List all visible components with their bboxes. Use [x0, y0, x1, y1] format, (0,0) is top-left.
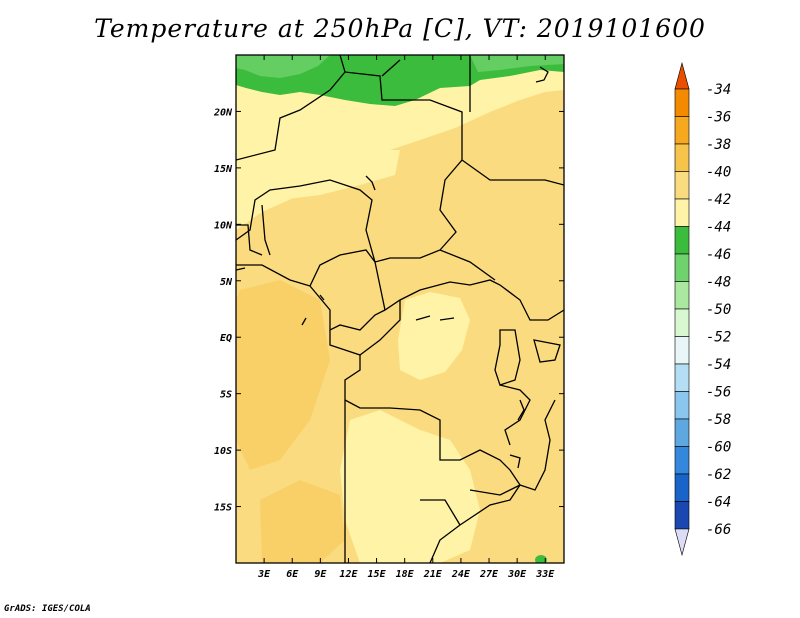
colorbar-swatch [674, 336, 690, 365]
y-tick-label: 15N [214, 164, 233, 175]
colorbar-label: -52 [706, 330, 731, 346]
colorbar-swatch [674, 363, 690, 392]
colorbar-label: -46 [706, 247, 731, 263]
field-light-patch-congo [398, 292, 470, 380]
colorbar-swatch [674, 88, 690, 117]
x-tick-label: 18E [396, 569, 415, 580]
colorbar-label: -64 [706, 495, 731, 511]
y-tick-label: EQ [220, 333, 232, 344]
colorbar-swatch [674, 171, 690, 200]
colorbar-label: -34 [706, 82, 731, 98]
colorbar-swatch [674, 253, 690, 282]
colorbar-label: -66 [706, 522, 731, 538]
colorbar-swatch [674, 391, 690, 420]
colorbar-label: -40 [706, 165, 731, 181]
field-light-patch-sahel [236, 150, 400, 212]
x-tick-label: 21E [423, 569, 443, 580]
field-warm-patch-southwest [260, 480, 345, 563]
y-tick-label: 10N [214, 220, 233, 231]
colorbar-label: -50 [706, 302, 731, 318]
colorbar-swatch [674, 116, 690, 145]
colorbar-label: -38 [706, 137, 731, 153]
field-warm-patch-west [236, 280, 330, 470]
colorbar-swatch [674, 281, 690, 310]
x-tick-label: 3E [257, 569, 271, 580]
field-cold-patch-north [236, 55, 330, 78]
colorbar-swatch [674, 226, 690, 255]
colorbar-label: -44 [706, 220, 731, 236]
x-tick-label: 6E [286, 569, 299, 580]
country-borders [236, 55, 564, 563]
y-tick-marks [236, 110, 564, 508]
y-axis-labels: 20N 15N 10N 5N EQ 5S 10S 15S [213, 107, 233, 513]
field-light-patch-south [340, 410, 480, 563]
colorbar-label: -36 [706, 110, 731, 126]
colorbar-label: -58 [706, 412, 731, 428]
colorbar-label: -54 [706, 357, 731, 373]
colorbar-swatch [674, 501, 690, 530]
y-tick-label: 5S [220, 390, 232, 401]
y-tick-label: 20N [213, 107, 233, 118]
field-cold-spot-southeast [535, 555, 547, 563]
y-tick-label: 5N [220, 277, 233, 288]
colorbar-swatch [674, 308, 690, 337]
colorbar-label: -42 [706, 192, 731, 208]
colorbar-bottom-arrow [674, 528, 690, 557]
y-tick-label: 10S [214, 446, 232, 457]
colorbar-label: -56 [706, 385, 731, 401]
x-axis-labels: 3E 6E 9E 12E 15E 18E 21E 24E 27E 30E 33E [257, 569, 555, 580]
colorbar-label: -60 [706, 440, 731, 456]
x-tick-label: 30E [507, 569, 527, 580]
colorbar-swatch [674, 198, 690, 227]
temperature-field [236, 55, 564, 563]
colorbar-swatch [674, 418, 690, 447]
colorbar: -34 -36 -38 -40 -42 -44 -46 -48 -50 -52 -54 -56 -58 -… [674, 61, 731, 557]
chart-title: Temperature at 250hPa [C], VT: 201910160… [94, 14, 706, 43]
x-tick-marks [263, 55, 546, 563]
colorbar-swatch [674, 446, 690, 475]
x-tick-label: 9E [314, 569, 327, 580]
y-tick-label: 15S [214, 503, 232, 514]
colorbar-top-arrow [674, 61, 690, 90]
x-tick-label: 15E [368, 569, 387, 580]
x-tick-label: 24E [451, 569, 471, 580]
field-warm-region [236, 90, 564, 563]
plot-frame [235, 54, 565, 564]
x-tick-label: 12E [339, 569, 358, 580]
x-tick-label: 33E [535, 569, 555, 580]
x-tick-label: 27E [479, 569, 499, 580]
grads-credit: GrADS: IGES/COLA [4, 604, 91, 614]
colorbar-label: -62 [706, 467, 731, 483]
colorbar-swatch [674, 143, 690, 172]
field-cold-patch-northeast [470, 55, 564, 72]
colorbar-swatch [674, 473, 690, 502]
colorbar-label: -48 [706, 275, 731, 291]
